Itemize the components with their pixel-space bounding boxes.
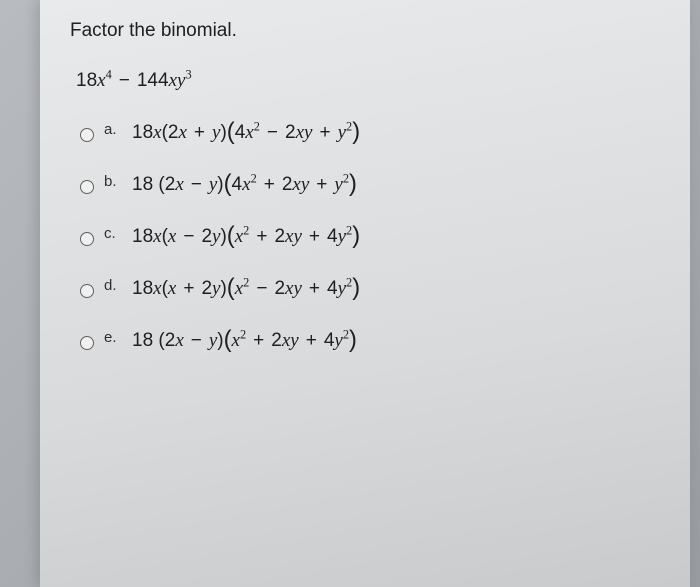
option-e[interactable]: e. 18 (2x−y)(x2+2xy+4y2) [70, 330, 660, 352]
option-label-d: d. [104, 278, 118, 293]
question-prompt: Factor the binomial. [70, 20, 660, 42]
option-expr-a: 18x(2x+y)(4x2−2xy+y2) [132, 122, 360, 144]
option-a[interactable]: a. 18x(2x+y)(4x2−2xy+y2) [70, 122, 660, 144]
option-label-e: e. [104, 330, 118, 345]
radio-e[interactable] [80, 336, 94, 350]
option-d[interactable]: d. 18x(x+2y)(x2−2xy+4y2) [70, 278, 660, 300]
option-expr-e: 18 (2x−y)(x2+2xy+4y2) [132, 330, 357, 352]
question-card: Factor the binomial. 18x4−144xy3 a. 18x(… [40, 0, 690, 587]
radio-c[interactable] [80, 232, 94, 246]
option-expr-c: 18x(x−2y)(x2+2xy+4y2) [132, 226, 360, 248]
option-expr-d: 18x(x+2y)(x2−2xy+4y2) [132, 278, 360, 300]
option-label-b: b. [104, 174, 118, 189]
radio-d[interactable] [80, 284, 94, 298]
radio-a[interactable] [80, 128, 94, 142]
radio-b[interactable] [80, 180, 94, 194]
option-label-a: a. [104, 122, 118, 137]
option-label-c: c. [104, 226, 118, 241]
option-c[interactable]: c. 18x(x−2y)(x2+2xy+4y2) [70, 226, 660, 248]
option-expr-b: 18 (2x−y)(4x2+2xy+y2) [132, 174, 357, 196]
option-b[interactable]: b. 18 (2x−y)(4x2+2xy+y2) [70, 174, 660, 196]
main-expression: 18x4−144xy3 [70, 70, 660, 92]
